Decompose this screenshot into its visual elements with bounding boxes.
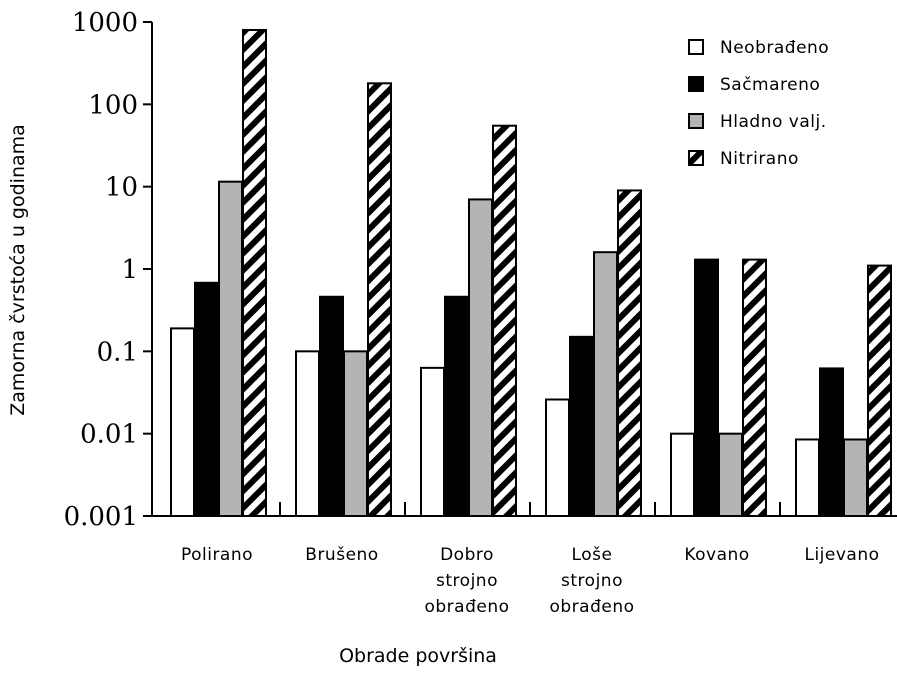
legend-swatch [688, 39, 704, 55]
plot-area [170, 28, 892, 518]
bar-white-4 [670, 432, 695, 517]
x-tick-label: strojno [436, 571, 498, 591]
x-tick-label: Brušeno [305, 545, 378, 565]
legend-swatch [688, 150, 704, 166]
bar-white-3 [545, 398, 570, 517]
bar-black-3 [569, 335, 594, 517]
x-tick-label: Polirano [181, 545, 253, 565]
bar-hatch-5 [867, 264, 892, 518]
x-tick-label: obrađeno [424, 597, 509, 617]
bar-black-5 [819, 367, 844, 517]
y-tick-label: 0.001 [64, 502, 138, 532]
x-tick-label: strojno [561, 571, 623, 591]
bar-hatch-0 [242, 28, 267, 518]
legend-swatch [688, 113, 704, 129]
bar-white-0 [170, 327, 195, 518]
bar-hatch-2 [492, 124, 517, 517]
y-tick-label: 10 [105, 173, 138, 203]
x-tick-label: Lijevano [804, 545, 879, 565]
bar-gray-0 [218, 180, 243, 517]
legend-label: Nitrirano [720, 149, 799, 169]
y-tick-label: 0.1 [97, 337, 138, 367]
x-axis: Polirano Brušeno Dobro strojno obrađeno Loše s… [152, 502, 897, 617]
x-tick-label: Kovano [684, 545, 749, 565]
bar-hatch-1 [367, 82, 392, 518]
y-axis: 0.001 0.01 0.1 1 10 100 1000 [64, 8, 153, 532]
x-tick-label: Dobro [440, 545, 494, 565]
bar-white-5 [795, 438, 820, 517]
x-tick-label: Loše [572, 545, 613, 565]
bar-black-4 [694, 258, 719, 517]
y-axis-title: Zamorna čvrstoća u godinama [7, 124, 29, 416]
bar-black-2 [444, 295, 469, 517]
legend-swatch [688, 76, 704, 92]
bar-hatch-4 [742, 258, 767, 517]
bar-black-1 [319, 295, 344, 517]
bar-gray-4 [718, 432, 743, 517]
bar-gray-5 [843, 438, 868, 517]
legend-label: Sačmareno [720, 75, 820, 95]
bar-gray-3 [593, 251, 618, 517]
x-tick-label: obrađeno [549, 597, 634, 617]
bar-hatch-3 [617, 189, 642, 518]
y-tick-label: 0.01 [80, 420, 138, 450]
x-axis-title: Obrade površina [339, 645, 497, 667]
bar-gray-2 [468, 198, 493, 517]
y-tick-label: 1 [121, 255, 138, 285]
legend-label: Neobrađeno [720, 38, 829, 58]
bar-gray-1 [343, 350, 368, 518]
legend-label: Hladno valj. [720, 112, 827, 132]
bar-white-1 [295, 350, 320, 518]
y-tick-label: 100 [88, 90, 138, 120]
bar-white-2 [420, 366, 445, 518]
legend: Neobrađeno Sačmareno Hladno valj. Nitrirano [688, 38, 829, 169]
y-tick-label: 1000 [72, 8, 138, 38]
bar-black-0 [194, 281, 219, 517]
